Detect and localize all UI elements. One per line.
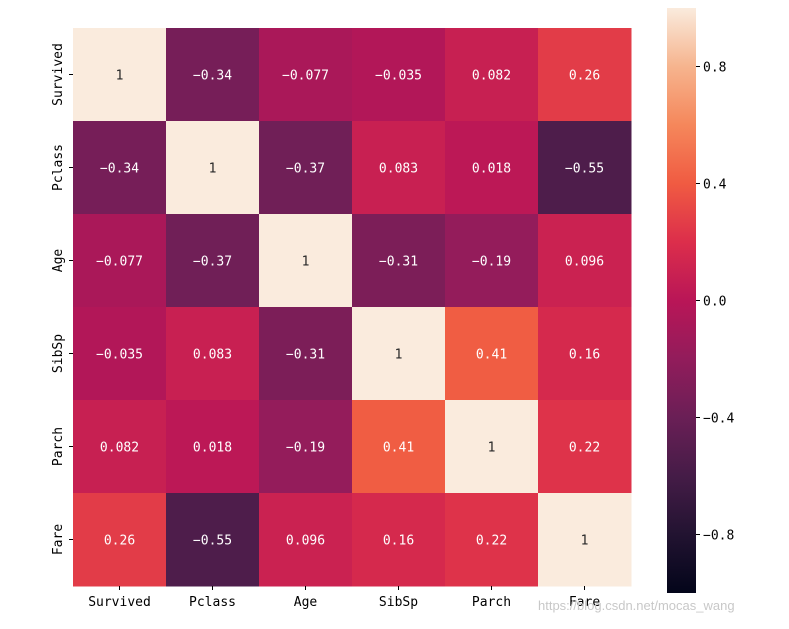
- heatmap-cell: [73, 28, 167, 122]
- heatmap-cell: [352, 214, 446, 308]
- colorbar-ticks: 0.8 0.4 0.0 −0.4 −0.8: [696, 61, 734, 544]
- y-tick-label: Parch: [51, 427, 66, 466]
- heatmap-cell: [166, 214, 260, 308]
- cell-annotation: 0.082: [472, 69, 511, 84]
- cell-annotation: 1: [209, 162, 217, 177]
- cell-annotation: 0.26: [104, 534, 135, 549]
- cell-annotation: 0.018: [472, 162, 511, 177]
- heatmap-cell: [166, 28, 260, 122]
- heatmap-cell: [73, 121, 167, 215]
- heatmap-cell: [166, 400, 260, 494]
- cell-annotation: 0.26: [569, 69, 600, 84]
- heatmap-cell: [538, 28, 632, 122]
- y-tick-label: Fare: [51, 524, 66, 555]
- heatmap-cell: [352, 307, 446, 401]
- heatmap-cell: [166, 493, 260, 587]
- heatmap-cell: [352, 121, 446, 215]
- cell-annotation: −0.37: [286, 162, 325, 177]
- y-tick-label: SibSp: [51, 334, 66, 373]
- heatmap-cell: [538, 121, 632, 215]
- heatmap-cell: [73, 400, 167, 494]
- watermark: https://blog.csdn.net/mocas_wang: [538, 598, 735, 613]
- y-tick-label: Age: [51, 249, 66, 273]
- heatmap-cell: [259, 493, 353, 587]
- heatmap-cell: [259, 28, 353, 122]
- colorbar: 0.8 0.4 0.0 −0.4 −0.8: [667, 8, 734, 593]
- heatmap-cell: [538, 307, 632, 401]
- colorbar-gradient: [667, 8, 696, 593]
- cell-annotation: 0.16: [383, 534, 414, 549]
- heatmap-cell: [445, 28, 539, 122]
- cell-annotation: −0.55: [565, 162, 604, 177]
- heatmap-cell: [445, 121, 539, 215]
- heatmap-cell: [352, 400, 446, 494]
- colorbar-tick-label: 0.8: [703, 61, 726, 76]
- cell-annotation: 0.096: [565, 255, 604, 270]
- cell-annotation: −0.55: [193, 534, 232, 549]
- colorbar-tick-label: −0.4: [703, 412, 734, 427]
- y-tick-label: Survived: [51, 43, 66, 106]
- cell-annotation: −0.31: [286, 348, 325, 363]
- cell-annotation: 1: [488, 441, 496, 456]
- cell-annotation: 0.018: [193, 441, 232, 456]
- cell-annotation: −0.035: [96, 348, 143, 363]
- y-tick-label: Pclass: [51, 144, 66, 191]
- cell-annotation: −0.19: [472, 255, 511, 270]
- heatmap-cell: [445, 307, 539, 401]
- heatmap-cell: [259, 121, 353, 215]
- cell-annotation: 0.22: [569, 441, 600, 456]
- heatmap-cell: [73, 493, 167, 587]
- cell-annotation: 0.22: [476, 534, 507, 549]
- heatmap-cell: [259, 400, 353, 494]
- x-tick-label: Parch: [472, 595, 511, 610]
- cell-annotation: −0.34: [193, 69, 232, 84]
- heatmap-cell: [538, 214, 632, 308]
- cell-annotation: −0.077: [282, 69, 329, 84]
- heatmap-cell: [538, 400, 632, 494]
- heatmap-cell: [538, 493, 632, 587]
- cell-annotation: −0.077: [96, 255, 143, 270]
- cell-annotation: 0.16: [569, 348, 600, 363]
- cell-annotation: 1: [395, 348, 403, 363]
- colorbar-tick-label: 0.0: [703, 295, 726, 310]
- cell-annotation: 1: [581, 534, 589, 549]
- heatmap-cell: [445, 214, 539, 308]
- heatmap-cell: [445, 400, 539, 494]
- colorbar-tick-label: −0.8: [703, 529, 734, 544]
- x-tick-label: Age: [294, 595, 318, 610]
- x-tick-labels: Survived Pclass Age SibSp Parch Fare: [88, 586, 600, 610]
- heatmap-cell: [166, 121, 260, 215]
- cell-annotation: 0.082: [100, 441, 139, 456]
- heatmap-cell: [259, 214, 353, 308]
- cell-annotation: 0.41: [476, 348, 507, 363]
- heatmap-cell: [352, 493, 446, 587]
- x-tick-label: SibSp: [379, 595, 418, 610]
- cell-annotation: −0.31: [379, 255, 418, 270]
- cell-annotation: 1: [302, 255, 310, 270]
- colorbar-tick-label: 0.4: [703, 178, 727, 193]
- heatmap-cell: [259, 307, 353, 401]
- cell-annotation: 0.083: [379, 162, 418, 177]
- cell-annotation: 0.083: [193, 348, 232, 363]
- cell-annotation: −0.37: [193, 255, 232, 270]
- x-tick-label: Survived: [88, 595, 151, 610]
- cell-annotation: −0.19: [286, 441, 325, 456]
- y-tick-labels: Survived Pclass Age SibSp Parch Fare: [51, 43, 73, 555]
- heatmap-cell: [352, 28, 446, 122]
- heatmap-cell: [73, 307, 167, 401]
- heatmap-cell: [445, 493, 539, 587]
- x-tick-label: Fare: [569, 595, 600, 610]
- heatmap-annotations: 1 −0.34 −0.077 −0.035 0.082 0.26 −0.34 1 −0.37 0.…: [96, 69, 604, 549]
- heatmap-cells: [73, 28, 632, 587]
- heatmap-cell: [166, 307, 260, 401]
- heatmap-cell: [73, 214, 167, 308]
- cell-annotation: −0.34: [100, 162, 139, 177]
- cell-annotation: 1: [116, 69, 124, 84]
- cell-annotation: 0.096: [286, 534, 325, 549]
- cell-annotation: −0.035: [375, 69, 422, 84]
- x-tick-label: Pclass: [189, 595, 236, 610]
- cell-annotation: 0.41: [383, 441, 414, 456]
